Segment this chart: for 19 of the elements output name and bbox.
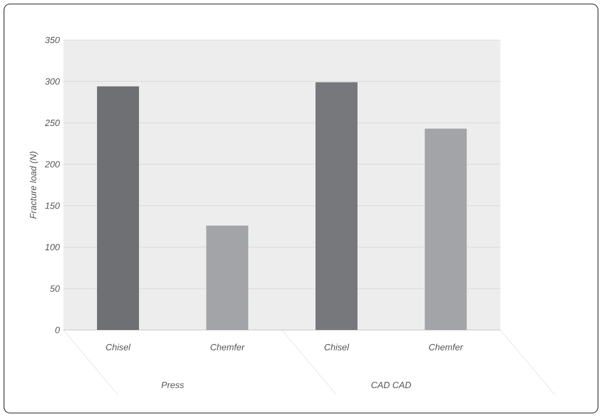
bar bbox=[424, 128, 467, 330]
y-tick-label: 50 bbox=[50, 285, 60, 292]
y-tick-label: 150 bbox=[45, 202, 60, 209]
bar bbox=[97, 86, 140, 330]
x-tick-label: Chemfer bbox=[210, 344, 245, 350]
y-tick-label: 250 bbox=[44, 120, 60, 126]
y-axis-title: Fracture load (N) bbox=[30, 152, 38, 219]
y-tick-label: 200 bbox=[44, 161, 60, 168]
y-tick-label: 100 bbox=[45, 244, 60, 250]
y-tick-label: 0 bbox=[55, 326, 60, 334]
y-tick-label: 350 bbox=[45, 36, 60, 44]
bar bbox=[316, 82, 358, 330]
x-tick-label: Chemfer bbox=[429, 344, 464, 350]
text: CAD CAD bbox=[371, 382, 412, 388]
x-tick-label: Chisel bbox=[106, 344, 131, 350]
text: Press bbox=[161, 382, 184, 388]
y-tick-label: 300 bbox=[45, 78, 60, 85]
x-tick-label: Chisel bbox=[324, 344, 350, 350]
bar bbox=[206, 226, 248, 330]
